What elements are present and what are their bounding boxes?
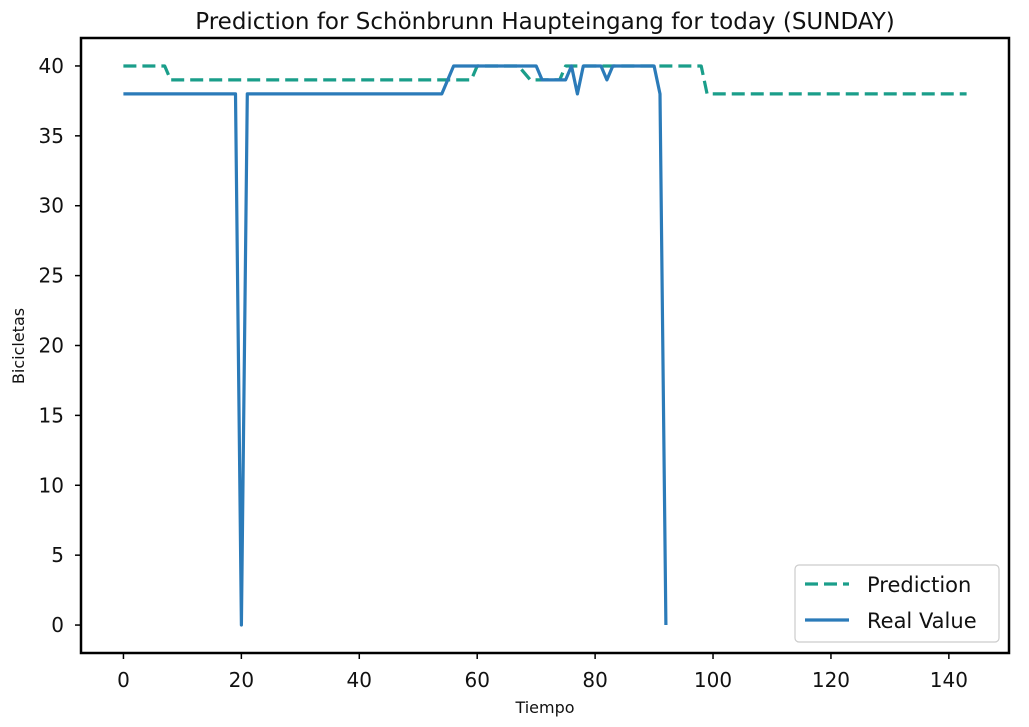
x-axis-ticks: 0 20 40 60 80 100 120 140 — [117, 653, 968, 692]
y-tick-label: 10 — [39, 473, 64, 497]
legend: Prediction Real Value — [794, 564, 1000, 643]
plot-area — [79, 36, 1011, 655]
y-tick-label: 30 — [39, 194, 64, 218]
y-tick-label: 5 — [51, 543, 64, 567]
x-tick-label: 40 — [347, 668, 372, 692]
x-tick-label: 100 — [694, 668, 732, 692]
y-tick-label: 40 — [39, 54, 64, 78]
x-tick-label: 60 — [464, 668, 489, 692]
y-tick-label: 20 — [39, 334, 64, 358]
x-tick-label: 80 — [582, 668, 607, 692]
plot-frame — [79, 36, 1011, 655]
x-tick-label: 20 — [229, 668, 254, 692]
y-tick-label: 25 — [39, 264, 64, 288]
series-line-real-value — [123, 64, 668, 627]
legend-label-prediction: Prediction — [867, 573, 971, 597]
chart-title: Prediction for Schönbrunn Haupteingang f… — [195, 9, 895, 35]
y-tick-label: 15 — [39, 403, 64, 427]
y-axis-label: Bicicletas — [9, 308, 28, 384]
series-line-prediction — [123, 64, 967, 96]
x-tick-label: 0 — [117, 668, 130, 692]
x-tick-label: 140 — [930, 668, 968, 692]
x-axis-label: Tiempo — [514, 698, 574, 717]
y-axis-ticks: 0 5 10 15 20 25 30 35 40 — [39, 54, 81, 637]
y-tick-label: 35 — [39, 124, 64, 148]
x-tick-label: 120 — [812, 668, 850, 692]
legend-label-real-value: Real Value — [867, 609, 977, 633]
y-tick-label: 0 — [51, 613, 64, 637]
